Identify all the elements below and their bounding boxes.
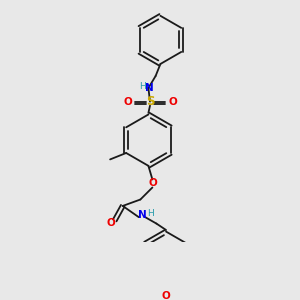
Text: H: H bbox=[147, 208, 153, 217]
Text: N: N bbox=[138, 210, 147, 220]
Text: O: O bbox=[106, 218, 115, 228]
Text: O: O bbox=[123, 97, 132, 107]
Text: S: S bbox=[146, 95, 154, 108]
Text: O: O bbox=[149, 178, 158, 188]
Text: H: H bbox=[140, 82, 146, 91]
Text: N: N bbox=[145, 83, 154, 93]
Text: O: O bbox=[162, 291, 170, 300]
Text: O: O bbox=[169, 97, 178, 107]
